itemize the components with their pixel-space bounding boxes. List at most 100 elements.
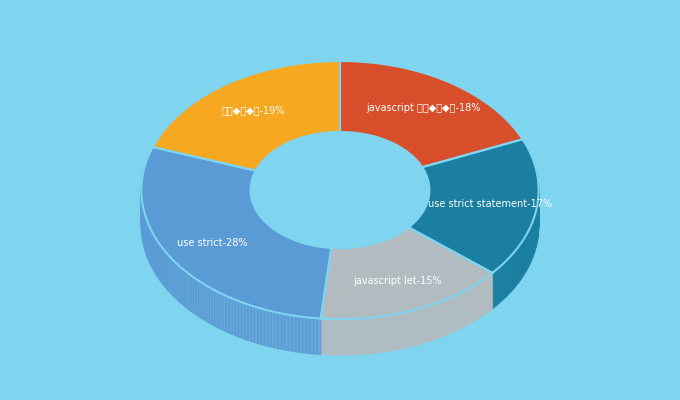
Polygon shape [377,317,379,353]
Polygon shape [321,318,323,354]
Polygon shape [342,319,344,355]
Polygon shape [241,302,245,339]
Polygon shape [364,246,365,282]
Polygon shape [409,139,539,273]
Polygon shape [369,318,371,354]
Polygon shape [348,319,350,355]
Polygon shape [191,276,193,313]
Polygon shape [358,247,359,283]
Polygon shape [328,319,330,355]
Polygon shape [358,318,360,354]
Polygon shape [499,266,500,303]
Polygon shape [454,295,456,332]
Polygon shape [169,256,171,294]
Polygon shape [276,231,277,267]
Polygon shape [485,278,486,314]
Polygon shape [175,262,177,300]
Polygon shape [488,275,490,312]
Polygon shape [180,266,182,304]
Polygon shape [388,315,390,351]
Polygon shape [381,316,383,352]
Polygon shape [211,289,215,326]
Polygon shape [264,221,265,258]
Polygon shape [272,228,273,264]
Polygon shape [330,248,331,284]
Polygon shape [375,317,377,353]
Polygon shape [390,238,391,274]
Polygon shape [186,272,188,309]
Polygon shape [442,300,444,336]
Polygon shape [520,244,521,281]
Polygon shape [394,314,396,350]
Polygon shape [147,158,148,196]
Polygon shape [464,290,466,326]
Text: 即時◆・◆数-19%: 即時◆・◆数-19% [221,105,284,115]
Polygon shape [270,226,271,263]
Polygon shape [379,242,380,278]
Polygon shape [337,319,338,355]
Polygon shape [286,236,288,273]
Polygon shape [502,264,503,301]
Polygon shape [275,230,276,266]
Polygon shape [297,241,299,277]
Polygon shape [449,297,450,334]
Polygon shape [193,277,196,315]
Polygon shape [288,315,292,351]
Polygon shape [527,232,528,269]
Polygon shape [360,318,362,354]
Polygon shape [155,237,156,275]
Polygon shape [166,252,168,290]
Polygon shape [282,234,284,271]
Polygon shape [352,319,354,355]
Polygon shape [326,248,328,283]
Polygon shape [300,242,301,278]
Polygon shape [361,246,362,282]
Polygon shape [444,300,445,336]
Polygon shape [441,301,442,337]
Polygon shape [416,309,418,345]
Polygon shape [306,317,310,354]
Polygon shape [481,280,482,317]
Polygon shape [182,268,184,306]
Polygon shape [235,300,239,337]
Polygon shape [409,311,411,347]
Polygon shape [251,306,254,342]
Polygon shape [150,228,152,266]
Polygon shape [386,315,388,351]
Polygon shape [346,319,348,355]
Polygon shape [400,313,402,349]
Polygon shape [223,294,226,332]
Polygon shape [460,292,462,329]
Polygon shape [310,318,313,354]
Polygon shape [220,293,223,330]
Polygon shape [342,248,343,284]
Polygon shape [380,242,381,278]
Polygon shape [268,224,269,261]
Polygon shape [271,227,272,264]
Polygon shape [383,316,385,352]
Text: javascript 即時◆・◆数-18%: javascript 即時◆・◆数-18% [366,103,481,113]
Polygon shape [491,273,492,310]
Polygon shape [312,245,313,281]
Polygon shape [384,240,386,276]
Polygon shape [351,248,352,284]
Polygon shape [290,238,292,275]
Polygon shape [307,244,309,280]
Polygon shape [402,312,403,348]
Polygon shape [372,244,373,280]
Polygon shape [430,304,432,341]
Polygon shape [196,279,199,316]
Polygon shape [299,316,303,353]
Polygon shape [475,284,477,320]
Polygon shape [352,248,353,283]
Polygon shape [515,249,517,286]
Polygon shape [394,236,395,272]
Polygon shape [260,216,261,253]
Polygon shape [391,237,392,274]
Polygon shape [369,245,370,281]
Polygon shape [398,313,400,349]
Polygon shape [383,241,384,277]
Polygon shape [375,243,376,279]
Polygon shape [282,314,285,350]
Polygon shape [305,243,306,280]
